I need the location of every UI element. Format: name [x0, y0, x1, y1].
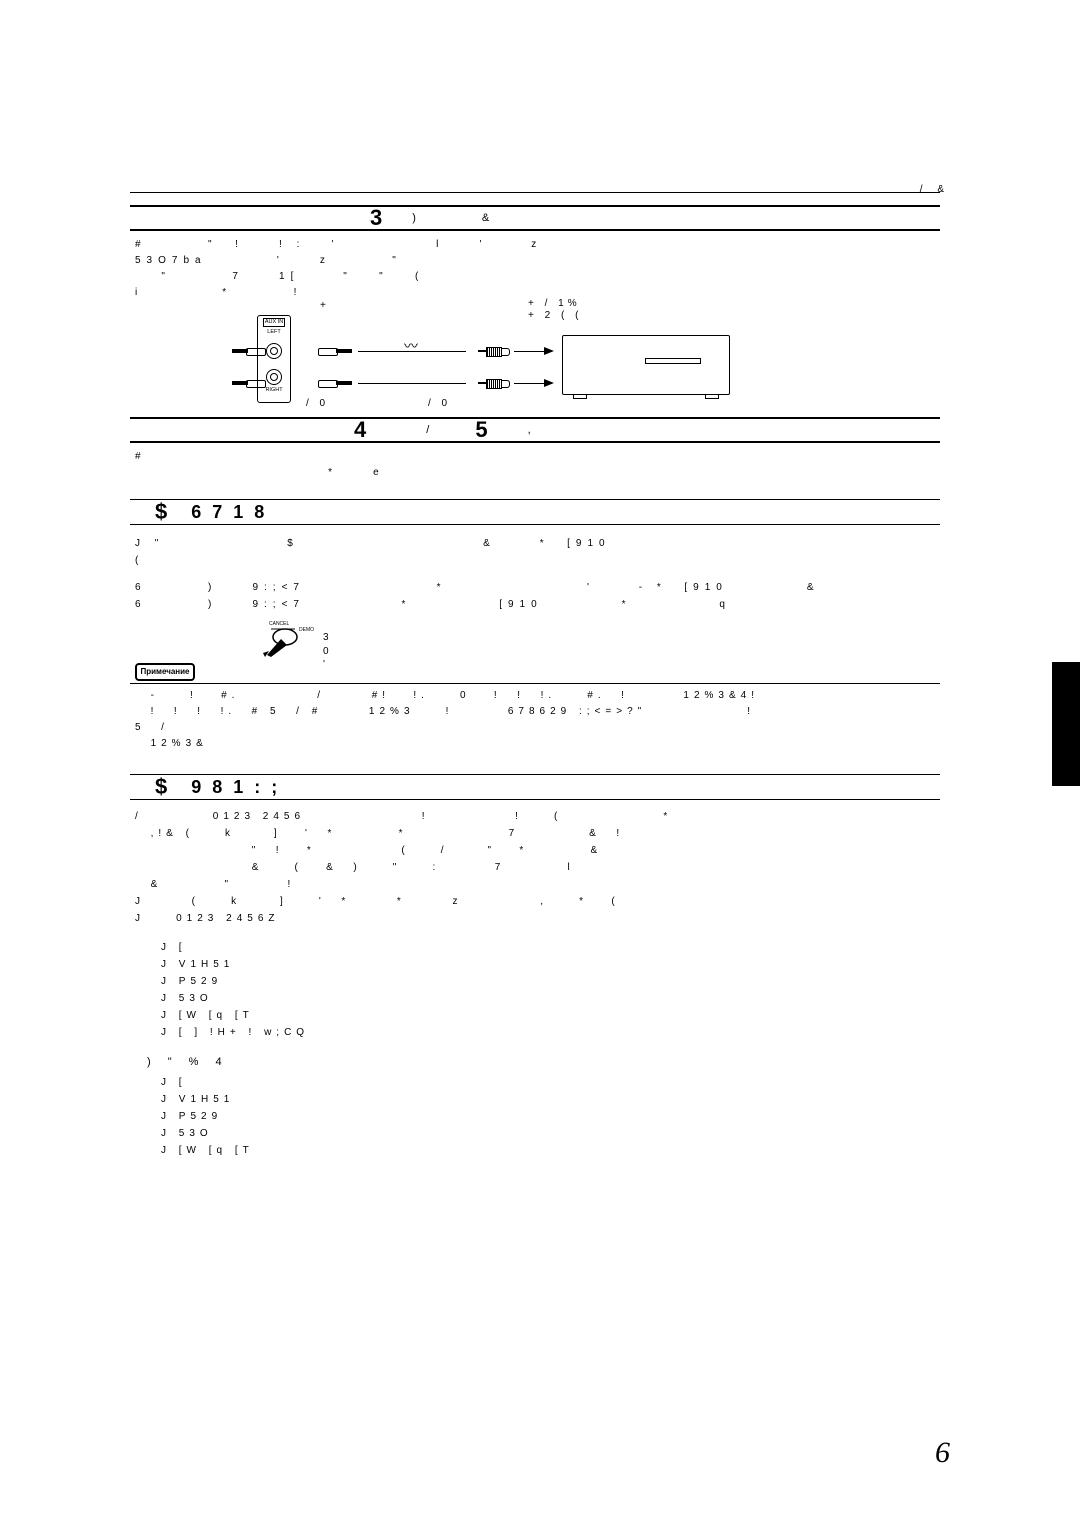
step-4-5-header: 4 / 5 ,	[130, 417, 940, 443]
clock-section-header: $ 9 8 1 : ;	[130, 774, 940, 800]
right-jack	[266, 369, 282, 385]
step-5-number: 5	[475, 419, 487, 441]
external-device	[562, 335, 730, 395]
step-4-number: 4	[354, 419, 366, 441]
list-item: J 53O	[161, 990, 950, 1007]
side-tab	[1052, 662, 1080, 786]
manual-page: / & 3 ) & # " ! ! : ' l ' z 53O7ba ' z "…	[0, 0, 1080, 1528]
plug-aux-right	[228, 377, 266, 389]
list-item: J 53O	[161, 1125, 950, 1142]
rca-right	[466, 377, 510, 389]
demo-label: DEMO	[299, 627, 314, 633]
plug-cable-l2	[318, 377, 356, 389]
demo-body: J " $ & * [910 ( 6 ) 9:;<7 * ' - * [910 …	[135, 535, 950, 752]
plug-cable-l1	[318, 345, 356, 357]
step-3-label-b: &	[482, 211, 495, 226]
top-rule	[130, 192, 940, 193]
label-plus: +	[320, 299, 330, 313]
left-label: LEFT	[258, 329, 290, 336]
step-3-header: 3 ) &	[130, 205, 940, 231]
cancel-label: CANCEL	[269, 621, 290, 627]
demo-line-0: J " $ & * [910 (	[135, 535, 950, 569]
list-item: J V1H51	[161, 956, 950, 973]
step-4-5-body: # * e	[135, 449, 575, 481]
red-label-b: / 0	[428, 397, 451, 411]
demo-code: 6 7 1 8	[191, 503, 267, 521]
clock-symbol: $	[155, 776, 167, 798]
list-item: J [W [q [T	[161, 1142, 950, 1159]
arrow-bot	[544, 379, 554, 387]
list-item: J V1H51	[161, 1091, 950, 1108]
cable-break: 〰	[404, 337, 418, 356]
clock-list-a: J [ J V1H51 J P529 J 53O J [W [q [T J [ …	[161, 939, 950, 1041]
demo-symbol: $	[155, 501, 167, 523]
clock-subhead: ) " % 4	[147, 1055, 950, 1070]
hold-label: 3 0 '	[323, 631, 334, 672]
demo-line-1: 6 ) 9:;<7 * ' - * [910 & 6 ) 9:;<7 * [91…	[135, 579, 950, 613]
clock-list-b: J [ J V1H51 J P529 J 53O J [W [q [T	[161, 1074, 950, 1159]
page-number: 6	[935, 1438, 950, 1468]
list-item: J [W [q [T	[161, 1007, 950, 1024]
step-3-number: 3	[370, 207, 382, 229]
aux-in-panel: AUX IN LEFT RIGHT	[257, 315, 291, 403]
cancel-demo-button-figure: CANCEL DEMO 3 0 '	[263, 617, 333, 657]
arrow-line-bot	[514, 383, 544, 384]
left-jack	[266, 343, 282, 359]
cable-bot	[358, 383, 466, 384]
note-divider	[130, 683, 940, 684]
list-item: J P529	[161, 1108, 950, 1125]
list-item: J P529	[161, 973, 950, 990]
note-badge: Примечание	[135, 663, 195, 681]
header-right: / &	[920, 183, 950, 197]
step-5-label: ,	[528, 423, 537, 438]
connection-diagram: + + / 1% + 2 ( ( AUX IN LEFT RIGHT 〰	[130, 305, 940, 415]
label-dev-hint: + 2 ( (	[528, 309, 582, 323]
step-3-body: # " ! ! : ' l ' z 53O7ba ' z " " 7 1[ " …	[135, 237, 575, 301]
aux-in-label: AUX IN	[263, 318, 285, 327]
list-item: J [	[161, 1074, 950, 1091]
cancel-demo-icon: CANCEL DEMO	[263, 617, 323, 657]
clock-body: / 0123 2456 ! ! ( * ,!& ( k ] ' * * 7 & …	[135, 808, 775, 927]
demo-section-header: $ 6 7 1 8	[130, 499, 940, 525]
step-3-label-a: )	[412, 211, 422, 226]
arrow-top	[544, 347, 554, 355]
arrow-line-top	[514, 351, 544, 352]
rca-left	[466, 345, 510, 357]
list-item: J [	[161, 939, 950, 956]
step-4-label: /	[426, 423, 435, 438]
list-item: J [ ] !H+ ! w;CQ	[161, 1024, 950, 1041]
clock-code: 9 8 1 : ;	[191, 778, 280, 796]
note-text: - ! #. / #! !. 0 ! ! !. #. ! 12%3&4! ! !…	[135, 688, 775, 752]
red-label-a: / 0	[306, 397, 329, 411]
plug-aux-left	[228, 345, 266, 357]
